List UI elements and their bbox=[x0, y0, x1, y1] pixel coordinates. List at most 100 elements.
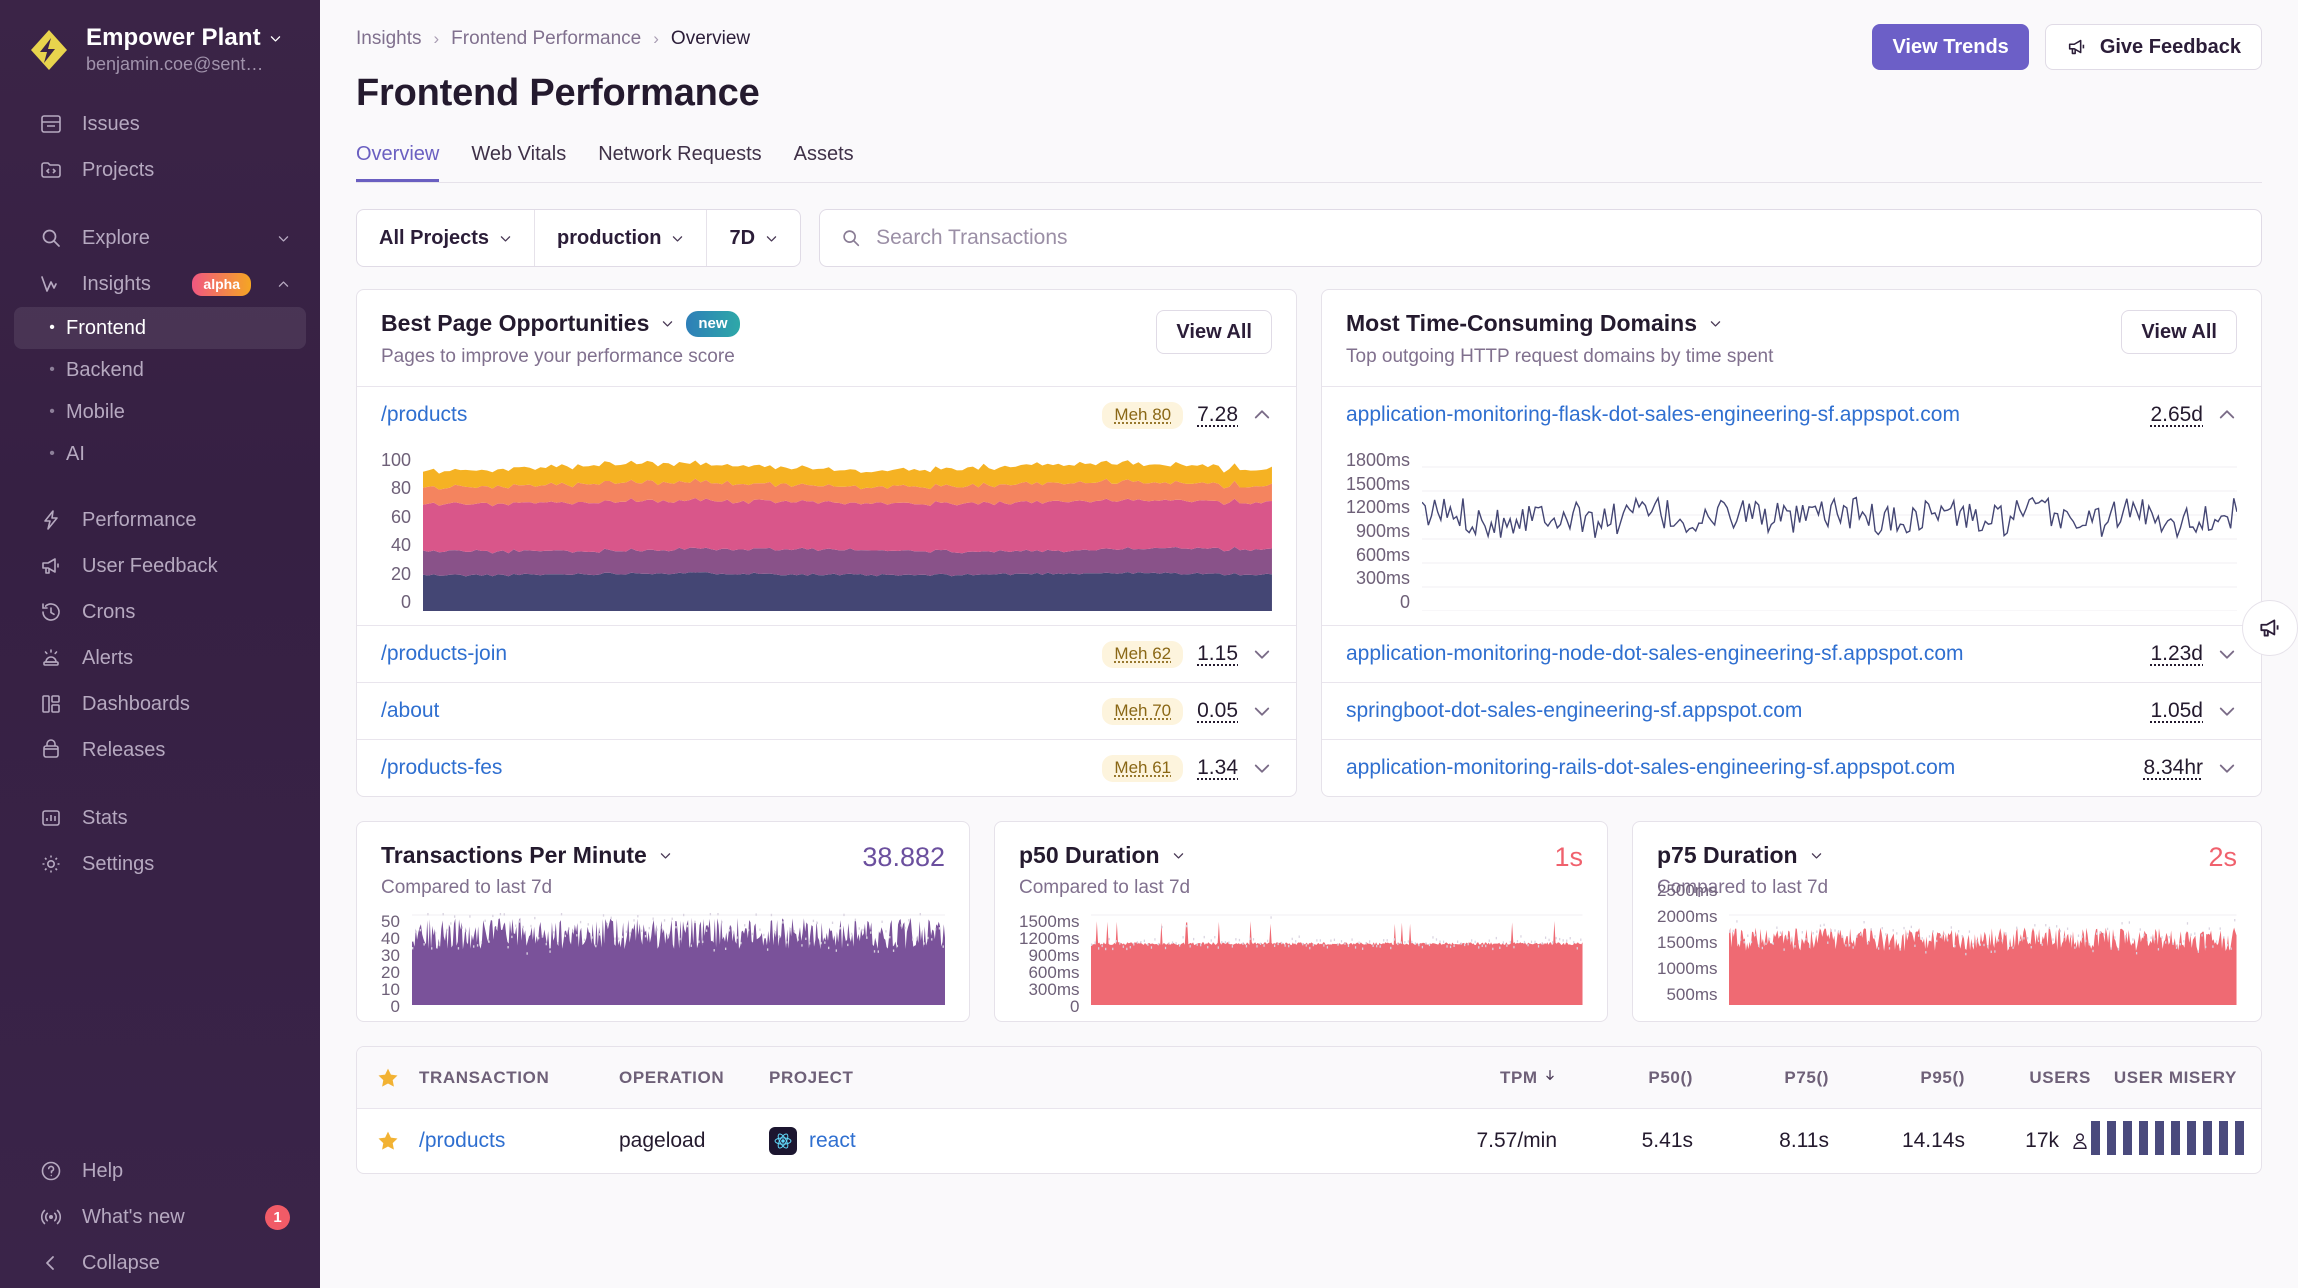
column-header-p50[interactable]: P50() bbox=[1648, 1067, 1693, 1087]
breadcrumb-item-insights[interactable]: Insights bbox=[356, 28, 422, 49]
column-header-users[interactable]: USERS bbox=[2029, 1067, 2091, 1087]
sidebar-item-mobile[interactable]: • Mobile bbox=[14, 391, 306, 433]
domain-label[interactable]: springboot-dot-sales-engineering-sf.apps… bbox=[1346, 699, 1803, 722]
chart-plot-area[interactable] bbox=[1091, 913, 1583, 1005]
column-header-p75[interactable]: P75() bbox=[1784, 1067, 1829, 1087]
sidebar-item-releases-label: Releases bbox=[82, 738, 166, 761]
sidebar-item-crons[interactable]: Crons bbox=[14, 589, 306, 635]
sidebar-item-insights[interactable]: Insights alpha bbox=[14, 261, 306, 307]
sidebar-item-collapse[interactable]: Collapse bbox=[14, 1240, 306, 1286]
star-icon[interactable] bbox=[357, 1066, 419, 1090]
list-item[interactable]: /about Meh 70 0.05 bbox=[357, 683, 1296, 739]
metric-value: 2s bbox=[2208, 842, 2237, 872]
chevron-down-icon[interactable] bbox=[1252, 701, 1272, 721]
star-icon[interactable] bbox=[357, 1129, 419, 1153]
chevron-down-icon[interactable] bbox=[1709, 317, 1722, 330]
chart-plot-area[interactable] bbox=[1422, 451, 2237, 611]
opportunity-label[interactable]: /products-fes bbox=[381, 756, 503, 779]
list-item[interactable]: application-monitoring-flask-dot-sales-e… bbox=[1322, 387, 2261, 443]
sidebar-item-whats-new[interactable]: What's new 1 bbox=[14, 1194, 306, 1240]
domain-label[interactable]: application-monitoring-rails-dot-sales-e… bbox=[1346, 756, 1956, 779]
column-header-user-misery[interactable]: USER MISERY bbox=[2113, 1067, 2237, 1087]
search-icon bbox=[840, 227, 862, 249]
list-item[interactable]: /products-join Meh 62 1.15 bbox=[357, 626, 1296, 682]
sidebar-item-projects[interactable]: Projects bbox=[14, 147, 306, 193]
chevron-down-icon[interactable] bbox=[1252, 644, 1272, 664]
column-header-p95[interactable]: P95() bbox=[1920, 1067, 1965, 1087]
tab-network-requests[interactable]: Network Requests bbox=[598, 143, 762, 165]
metric-title: p75 Duration bbox=[1657, 842, 1798, 868]
view-all-button[interactable]: View All bbox=[1156, 310, 1272, 354]
sidebar-item-dashboards[interactable]: Dashboards bbox=[14, 681, 306, 727]
list-item[interactable]: /products-fes Meh 61 1.34 bbox=[357, 740, 1296, 796]
p50-duration-card: p50 Duration Compared to last 7d 1s 1500… bbox=[994, 821, 1608, 1022]
column-header-transaction[interactable]: TRANSACTION bbox=[419, 1067, 550, 1087]
view-trends-button[interactable]: View Trends bbox=[1872, 24, 2029, 70]
org-switcher[interactable]: Empower Plant benjamin.coe@sent… bbox=[0, 18, 320, 75]
opportunity-label[interactable]: /products bbox=[381, 403, 468, 426]
domain-label[interactable]: application-monitoring-flask-dot-sales-e… bbox=[1346, 403, 1960, 426]
cell-p95: 14.14s bbox=[1901, 1129, 1965, 1152]
chevron-up-icon[interactable] bbox=[2217, 405, 2237, 425]
chevron-down-icon[interactable] bbox=[1252, 758, 1272, 778]
sidebar-item-alerts[interactable]: Alerts bbox=[14, 635, 306, 681]
metric-title: p50 Duration bbox=[1019, 842, 1160, 868]
chevron-down-icon[interactable] bbox=[1810, 849, 1823, 862]
card-subtitle: Top outgoing HTTP request domains by tim… bbox=[1346, 346, 1774, 367]
search-transactions-box[interactable] bbox=[819, 209, 2262, 267]
opportunity-label[interactable]: /about bbox=[381, 699, 440, 722]
tab-web-vitals[interactable]: Web Vitals bbox=[471, 143, 567, 165]
chevron-down-icon[interactable] bbox=[2217, 701, 2237, 721]
sidebar-item-frontend[interactable]: • Frontend bbox=[14, 307, 306, 349]
list-item[interactable]: application-monitoring-rails-dot-sales-e… bbox=[1322, 740, 2261, 796]
cell-transaction[interactable]: /products bbox=[419, 1129, 506, 1152]
column-header-project[interactable]: PROJECT bbox=[769, 1067, 854, 1087]
sidebar-item-settings[interactable]: Settings bbox=[14, 841, 306, 887]
breadcrumb-item-frontend-performance[interactable]: Frontend Performance bbox=[451, 28, 642, 49]
view-all-button[interactable]: View All bbox=[2121, 310, 2237, 354]
list-item[interactable]: /products Meh 80 7.28 bbox=[357, 387, 1296, 443]
sidebar-item-issues[interactable]: Issues bbox=[14, 101, 306, 147]
search-input[interactable] bbox=[876, 226, 2241, 250]
y-tick: 1200ms bbox=[1346, 497, 1411, 518]
column-header-operation[interactable]: OPERATION bbox=[619, 1067, 725, 1087]
sidebar-item-user-feedback[interactable]: User Feedback bbox=[14, 543, 306, 589]
give-feedback-button[interactable]: Give Feedback bbox=[2044, 24, 2262, 70]
chart-plot-area[interactable] bbox=[411, 913, 945, 1005]
chevron-down-icon bbox=[499, 232, 512, 245]
chevron-down-icon[interactable] bbox=[2217, 758, 2237, 778]
environment-filter[interactable]: production bbox=[535, 210, 706, 266]
y-tick: 40 bbox=[391, 535, 412, 556]
sidebar-item-explore[interactable]: Explore bbox=[14, 215, 306, 261]
sidebar-item-releases[interactable]: Releases bbox=[14, 727, 306, 773]
chevron-down-icon[interactable] bbox=[659, 849, 672, 862]
sidebar-item-performance[interactable]: Performance bbox=[14, 497, 306, 543]
tab-overview[interactable]: Overview bbox=[356, 143, 440, 183]
sidebar-item-ai[interactable]: • AI bbox=[14, 433, 306, 475]
list-item[interactable]: springboot-dot-sales-engineering-sf.apps… bbox=[1322, 683, 2261, 739]
cell-project-label[interactable]: react bbox=[809, 1129, 856, 1152]
tab-assets[interactable]: Assets bbox=[793, 143, 854, 165]
y-tick: 2500ms bbox=[1657, 881, 1718, 900]
table-row[interactable]: /products pageload bbox=[357, 1109, 2261, 1173]
domain-value: 8.34hr bbox=[2143, 756, 2203, 779]
chevron-down-icon[interactable] bbox=[2217, 644, 2237, 664]
cell-project: react bbox=[769, 1127, 1421, 1155]
date-range-filter[interactable]: 7D bbox=[707, 210, 800, 266]
sidebar-item-collapse-label: Collapse bbox=[82, 1251, 160, 1274]
chart-plot-area[interactable] bbox=[423, 451, 1272, 611]
chevron-down-icon[interactable] bbox=[1172, 849, 1185, 862]
column-header-tpm[interactable]: TPM bbox=[1421, 1067, 1557, 1088]
sidebar-item-backend[interactable]: • Backend bbox=[14, 349, 306, 391]
chevron-down-icon[interactable] bbox=[661, 317, 674, 330]
floating-feedback-button[interactable] bbox=[2242, 600, 2298, 656]
project-filter[interactable]: All Projects bbox=[357, 210, 534, 266]
sidebar-item-stats-label: Stats bbox=[82, 806, 128, 829]
domain-label[interactable]: application-monitoring-node-dot-sales-en… bbox=[1346, 642, 1964, 665]
sidebar-item-help[interactable]: Help bbox=[14, 1148, 306, 1194]
list-item[interactable]: application-monitoring-node-dot-sales-en… bbox=[1322, 626, 2261, 682]
opportunity-label[interactable]: /products-join bbox=[381, 642, 508, 665]
sidebar-item-stats[interactable]: Stats bbox=[14, 795, 306, 841]
chevron-up-icon[interactable] bbox=[1252, 405, 1272, 425]
chart-plot-area[interactable] bbox=[1729, 913, 2237, 1005]
